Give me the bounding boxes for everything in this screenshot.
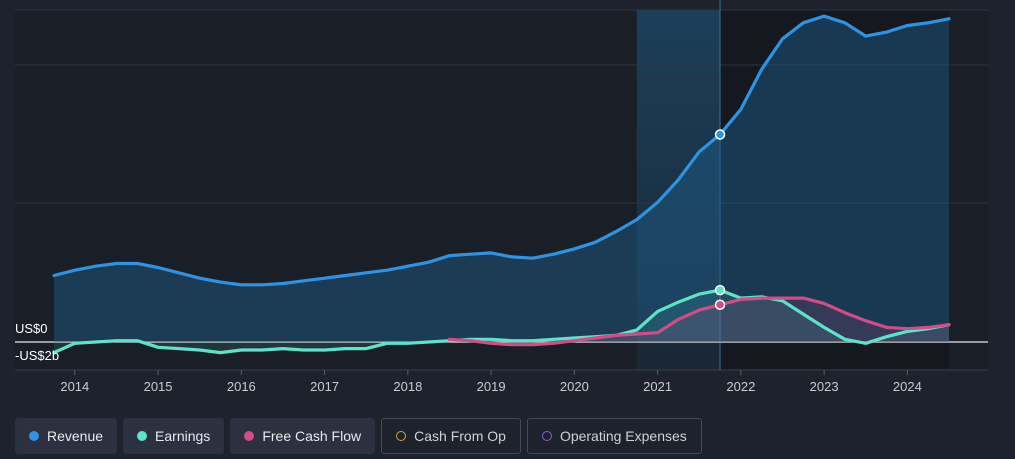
y-label-negative: -US$2b	[15, 348, 59, 363]
earnings-line	[52, 288, 951, 355]
circle-filled-icon	[29, 431, 39, 441]
x-tick-label: 2017	[310, 379, 339, 394]
legend-item-cash-from-op[interactable]: Cash From Op	[381, 418, 521, 454]
circle-filled-icon	[244, 431, 255, 441]
legend-label: Free Cash Flow	[262, 428, 362, 444]
legend-label: Earnings	[155, 428, 211, 444]
earnings-area	[54, 290, 949, 353]
legend-label: Cash From Op	[414, 428, 506, 444]
x-tick-label: 2024	[893, 379, 922, 394]
circle-outline-icon	[396, 431, 407, 441]
legend-item-earnings[interactable]: Earnings	[123, 418, 225, 454]
revenue-line	[52, 14, 951, 287]
x-tick-label: 2022	[726, 379, 755, 394]
highlight-band	[636, 10, 721, 370]
x-tick-label: 2021	[643, 379, 672, 394]
circle-outline-icon	[541, 431, 552, 441]
revenue-area	[54, 16, 949, 342]
x-tick-label: 2015	[144, 379, 173, 394]
legend-item-operating-expenses[interactable]: Operating Expenses	[526, 418, 702, 454]
free-cash-flow-marker-point	[714, 299, 726, 311]
legend: Revenue Earnings Free Cash Flow Cash Fro…	[15, 418, 702, 454]
legend-label: Revenue	[47, 428, 104, 444]
legend-item-revenue[interactable]: Revenue	[15, 418, 118, 454]
x-tick-label: 2014	[60, 379, 89, 394]
revenue-marker-point	[714, 129, 726, 140]
x-tick-label: 2020	[560, 379, 589, 394]
chart-canvas: 2014 2015 2016 2017 2018 2019 2020 2021 2022 2023…	[15, 0, 988, 394]
circle-filled-icon	[137, 431, 148, 441]
legend-label: Operating Expenses	[559, 428, 687, 444]
free-cash-flow-area	[449, 298, 949, 345]
future-region	[720, 10, 949, 370]
free-cash-flow-line	[447, 296, 951, 347]
x-tick-label: 2019	[477, 379, 506, 394]
x-tick-label: 2016	[227, 379, 256, 394]
x-tick-label: 2018	[393, 379, 422, 394]
y-label-zero: US$0	[15, 321, 48, 336]
legend-item-free-cash-flow[interactable]: Free Cash Flow	[230, 418, 376, 454]
x-tick-label: 2023	[810, 379, 839, 394]
earnings-marker-point	[714, 284, 726, 296]
